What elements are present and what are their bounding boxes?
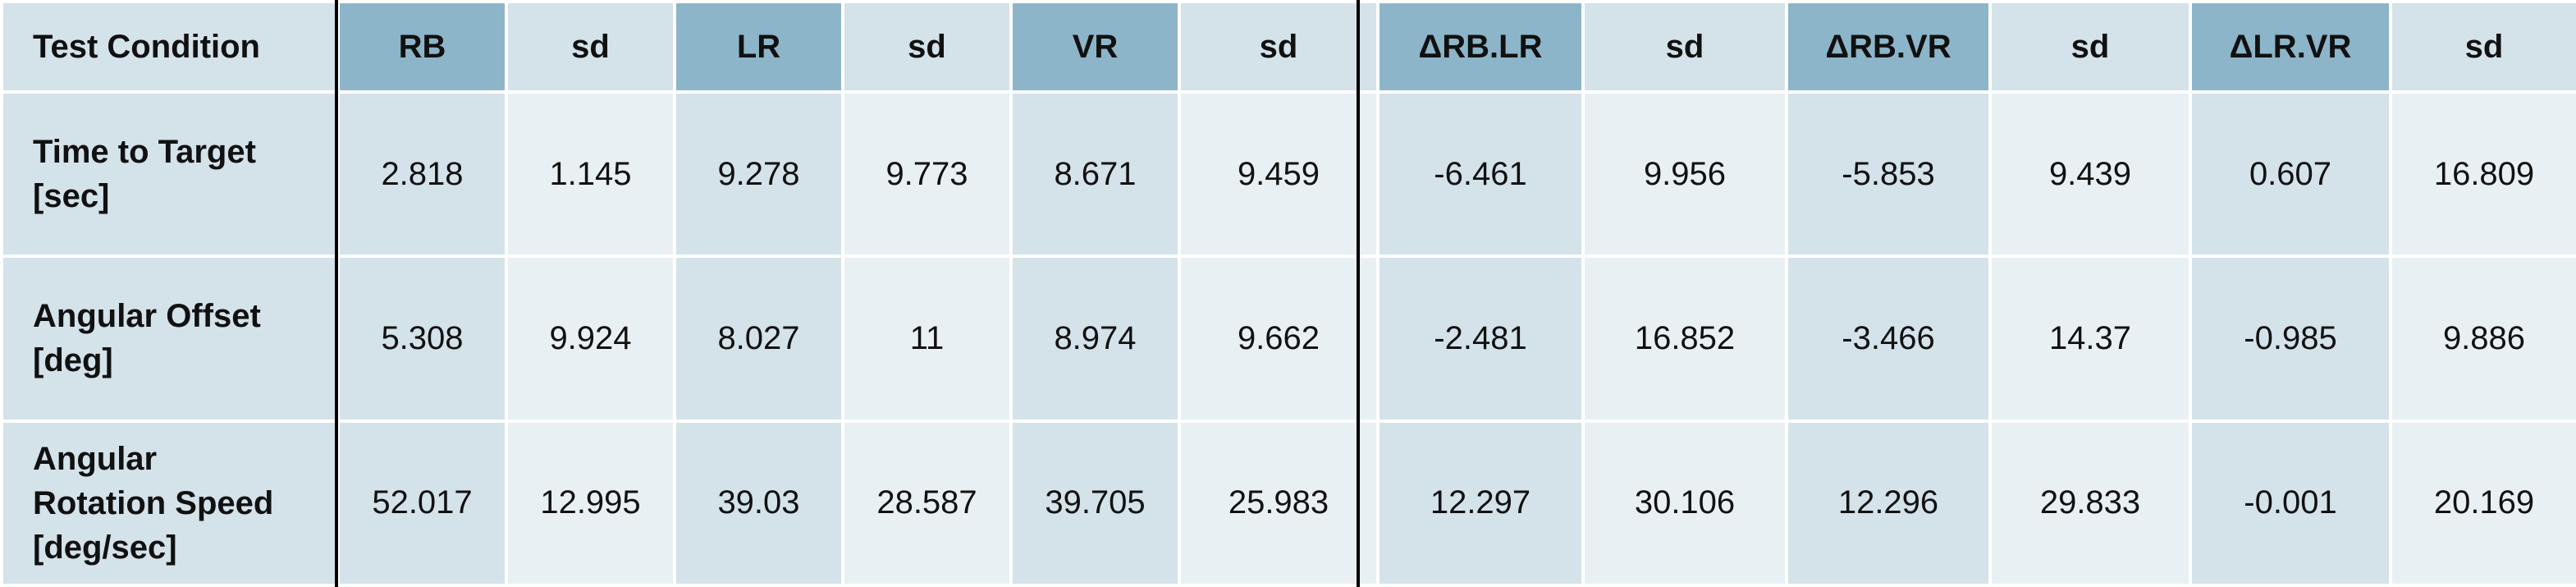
row-label-line: [sec] bbox=[33, 178, 110, 215]
table-cell: 9.924 bbox=[505, 255, 676, 423]
table-row-time-to-target: Time to Target [sec] 2.818 1.145 9.278 9… bbox=[0, 89, 2576, 259]
header-vr: VR bbox=[1009, 0, 1181, 94]
table-cell: 8.027 bbox=[673, 255, 844, 423]
column-divider-left bbox=[335, 0, 338, 587]
row-label-line: Angular Offset bbox=[33, 298, 261, 335]
row-label-angular-offset: Angular Offset [deg] bbox=[0, 255, 340, 423]
table-cell: 9.662 bbox=[1178, 255, 1380, 423]
table-cell: 20.169 bbox=[2389, 419, 2576, 587]
header-row: Test Condition RB sd LR sd VR sd ΔRB.LR … bbox=[0, 0, 2576, 94]
table-cell: 16.852 bbox=[1581, 255, 1788, 423]
header-delta-rb-vr: ΔRB.VR bbox=[1785, 0, 1992, 94]
table-cell: 9.773 bbox=[841, 89, 1013, 259]
header-vr-sd: sd bbox=[1178, 0, 1380, 94]
table-cell: -2.481 bbox=[1376, 255, 1585, 423]
table-cell: -5.853 bbox=[1785, 89, 1992, 259]
table-cell: 39.705 bbox=[1009, 419, 1181, 587]
table-cell: 9.886 bbox=[2389, 255, 2576, 423]
table-cell: 12.296 bbox=[1785, 419, 1992, 587]
header-rb: RB bbox=[336, 0, 508, 94]
header-lr-sd: sd bbox=[841, 0, 1013, 94]
table-cell: 39.03 bbox=[673, 419, 844, 587]
row-label-line: [deg/sec] bbox=[33, 529, 177, 566]
header-delta-lr-vr-sd: sd bbox=[2389, 0, 2576, 94]
column-divider-middle bbox=[1357, 0, 1360, 587]
row-label-angular-rotation-speed: Angular Rotation Speed [deg/sec] bbox=[0, 419, 340, 587]
table-cell: 30.106 bbox=[1581, 419, 1788, 587]
row-label-time-to-target: Time to Target [sec] bbox=[0, 89, 340, 259]
table-cell: 9.956 bbox=[1581, 89, 1788, 259]
table-cell: 14.37 bbox=[1988, 255, 2192, 423]
header-delta-rb-lr-sd: sd bbox=[1581, 0, 1788, 94]
row-label-line: [deg] bbox=[33, 342, 113, 379]
table-cell: 1.145 bbox=[505, 89, 676, 259]
table-row-angular-rotation-speed: Angular Rotation Speed [deg/sec] 52.017 … bbox=[0, 419, 2576, 587]
table-cell: -6.461 bbox=[1376, 89, 1585, 259]
table-cell: 52.017 bbox=[336, 419, 508, 587]
table-cell: 29.833 bbox=[1988, 419, 2192, 587]
table-cell: 9.278 bbox=[673, 89, 844, 259]
table-cell: 12.995 bbox=[505, 419, 676, 587]
table-cell: 11 bbox=[841, 255, 1013, 423]
table-cell: -3.466 bbox=[1785, 255, 1992, 423]
header-rb-sd: sd bbox=[505, 0, 676, 94]
header-delta-lr-vr: ΔLR.VR bbox=[2189, 0, 2392, 94]
header-lr: LR bbox=[673, 0, 844, 94]
table-cell: -0.985 bbox=[2189, 255, 2392, 423]
table-cell: 25.983 bbox=[1178, 419, 1380, 587]
table-cell: 28.587 bbox=[841, 419, 1013, 587]
header-delta-rb-vr-sd: sd bbox=[1988, 0, 2192, 94]
table-cell: 0.607 bbox=[2189, 89, 2392, 259]
table-cell: 12.297 bbox=[1376, 419, 1585, 587]
row-label-line: Time to Target bbox=[33, 134, 256, 171]
table-cell: 16.809 bbox=[2389, 89, 2576, 259]
header-test-condition: Test Condition bbox=[0, 0, 340, 94]
table-row-angular-offset: Angular Offset [deg] 5.308 9.924 8.027 1… bbox=[0, 255, 2576, 423]
table-cell: 8.974 bbox=[1009, 255, 1181, 423]
row-label-line: Angular bbox=[33, 440, 158, 477]
header-delta-rb-lr: ΔRB.LR bbox=[1376, 0, 1585, 94]
table-cell: 9.439 bbox=[1988, 89, 2192, 259]
table-cell: -0.001 bbox=[2189, 419, 2392, 587]
table-cell: 5.308 bbox=[336, 255, 508, 423]
table-cell: 2.818 bbox=[336, 89, 508, 259]
row-label-line: Rotation Speed bbox=[33, 484, 274, 521]
table-cell: 9.459 bbox=[1178, 89, 1380, 259]
table-cell: 8.671 bbox=[1009, 89, 1181, 259]
